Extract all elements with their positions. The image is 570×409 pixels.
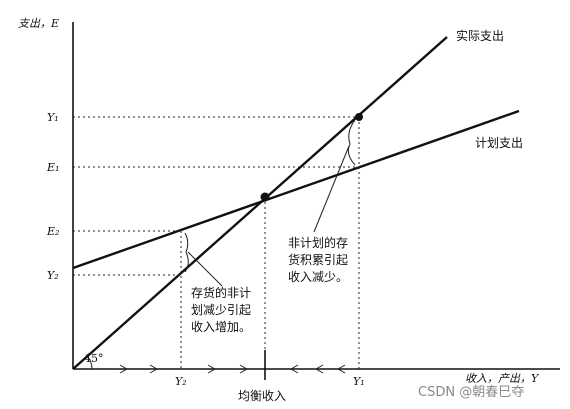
x-axis-label: 收入，产出，Y [465, 372, 540, 385]
planned-expenditure-line [72, 109, 520, 270]
x-tick-y2: Y₂ [175, 375, 187, 388]
depletion-pointer [187, 251, 223, 287]
depletion-gap-bracket [184, 232, 189, 273]
planned-expenditure-label: 计划支出 [475, 136, 523, 150]
y-tick-y2: Y₂ [47, 269, 59, 282]
actual-expenditure-label: 实际支出 [456, 28, 504, 43]
svg-text:存货的非计: 存货的非计 [191, 285, 251, 300]
angle-label: 45° [84, 352, 104, 365]
depletion-note: 存货的非计 划减少引起 收入增加。 [191, 285, 251, 334]
actual-y1-point [355, 113, 363, 121]
watermark: CSDN @朝春巳夺 [418, 385, 524, 400]
svg-text:收入减少。: 收入减少。 [288, 270, 348, 284]
angle-arc [85, 354, 93, 370]
y-tick-y1: Y₁ [47, 111, 59, 124]
svg-text:收入增加。: 收入增加。 [191, 320, 251, 334]
equilibrium-income-label: 均衡收入 [238, 389, 286, 403]
accumulation-pointer [313, 145, 350, 233]
accumulation-note: 非计划的存 货积累引起 收入减少。 [288, 235, 348, 284]
equilibrium-point [260, 192, 270, 202]
y-axis-label: 支出，E [18, 17, 59, 30]
y-tick-e1: E₁ [46, 161, 59, 174]
accumulation-gap-bracket [347, 119, 356, 166]
svg-text:划减少引起: 划减少引起 [191, 303, 251, 317]
y-tick-e2: E₂ [46, 225, 59, 238]
svg-text:货积累引起: 货积累引起 [288, 252, 348, 267]
guide-lines [73, 116, 360, 369]
svg-text:非计划的存: 非计划的存 [288, 235, 348, 250]
convergence-arrows [119, 364, 346, 374]
x-tick-y1: Y₁ [353, 375, 365, 388]
